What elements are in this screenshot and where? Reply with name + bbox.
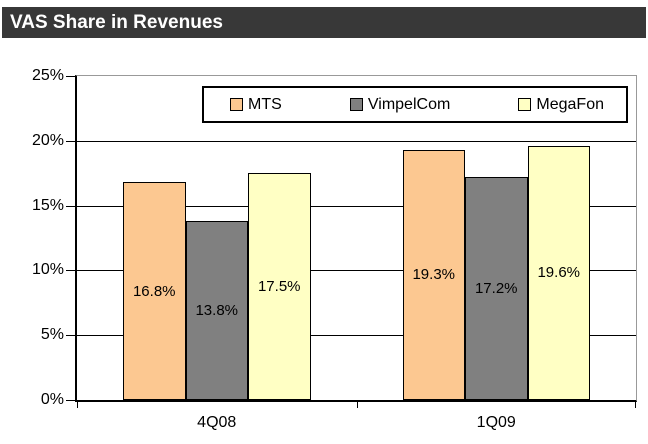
bar-value-label: 19.3% [412, 266, 456, 284]
mts-swatch-icon [230, 98, 243, 111]
bar-value-label: 17.2% [474, 280, 518, 298]
y-tick-mark [66, 76, 77, 77]
x-tick-mark [77, 402, 78, 408]
bar-vimpelcom-4q08: 13.8% [185, 221, 248, 400]
gridline-5 [77, 335, 636, 337]
bar-value-label: 13.8% [195, 302, 239, 320]
bar-mts-4q08: 16.8% [123, 182, 186, 400]
chart-title: VAS Share in Revenues [2, 7, 646, 38]
legend-label-vimpelcom: VimpelCom [367, 95, 451, 113]
y-tick-mark [66, 270, 77, 272]
legend: MTS VimpelCom MegaFon [202, 86, 628, 123]
bar-mts-1q09: 19.3% [402, 149, 465, 400]
y-tick-mark [66, 205, 77, 207]
bar-value-label: 19.6% [537, 264, 581, 282]
legend-label-megafon: MegaFon [536, 95, 604, 113]
y-tick-mark [66, 400, 77, 401]
x-tick-mark [356, 402, 358, 408]
y-tick-label: 0% [40, 391, 64, 408]
x-category-label-1q09: 1Q09 [476, 414, 516, 431]
y-tick-label: 5% [40, 326, 64, 344]
legend-entry-vimpelcom: VimpelCom [349, 95, 451, 114]
y-tick-label: 20% [31, 131, 64, 149]
legend-label-mts: MTS [248, 95, 282, 113]
y-tick-mark [66, 335, 77, 337]
megafon-swatch-icon [518, 98, 532, 111]
x-tick-mark [635, 402, 636, 408]
gridline-15 [77, 205, 636, 207]
y-tick-label: 15% [31, 196, 64, 214]
legend-entry-megafon: MegaFon [518, 96, 604, 114]
bar-megafon-4q08: 17.5% [248, 173, 311, 400]
y-tick-mark [66, 140, 77, 142]
bar-value-label: 17.5% [257, 278, 301, 296]
bar-vimpelcom-1q09: 17.2% [465, 177, 528, 400]
bar-value-label: 16.8% [132, 282, 176, 300]
vimpelcom-swatch-icon [349, 98, 363, 111]
y-tick-label: 10% [31, 261, 64, 279]
gridline-20 [77, 140, 636, 142]
gridline-10 [77, 270, 636, 272]
x-category-label-4q08: 4Q08 [197, 414, 237, 431]
bar-megafon-1q09: 19.6% [527, 145, 590, 400]
legend-entry-mts: MTS [230, 96, 282, 114]
y-tick-label: 25% [31, 67, 64, 84]
plot-area: 16.8% 13.8% 17.5% 19.3% 17.2% 19.6% [75, 75, 637, 402]
